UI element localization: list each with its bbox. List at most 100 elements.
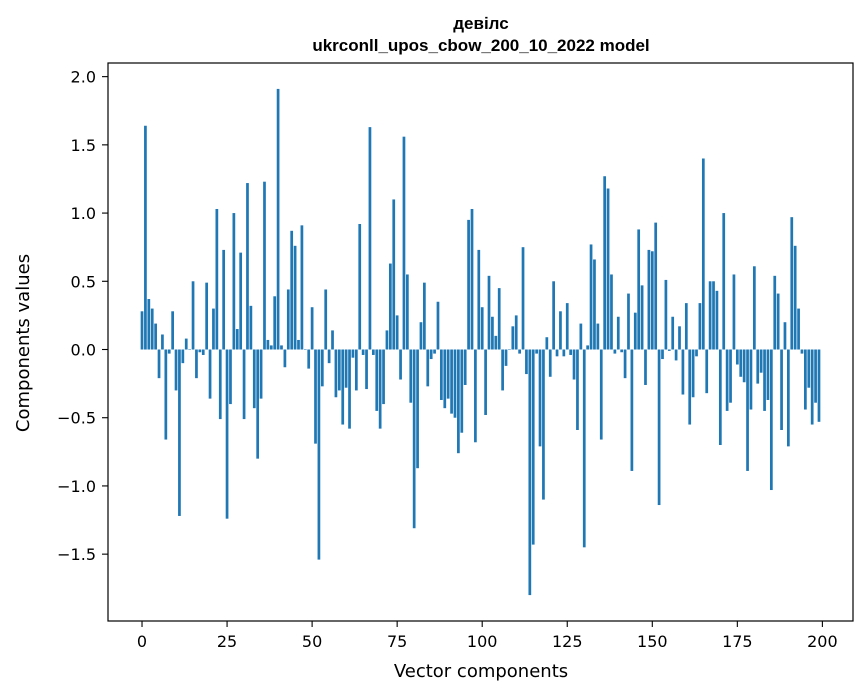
bar	[732, 274, 736, 350]
bar	[368, 127, 372, 350]
bar	[392, 199, 396, 350]
bar	[793, 245, 797, 350]
bar	[596, 323, 600, 350]
x-tick-label: 150	[637, 632, 668, 651]
bar	[140, 311, 144, 350]
bar	[354, 349, 358, 391]
bar	[708, 281, 712, 350]
bar	[215, 208, 219, 350]
bar	[623, 349, 627, 379]
bar	[317, 349, 321, 560]
bar	[780, 349, 783, 430]
bar	[739, 349, 743, 377]
bar	[718, 349, 722, 446]
bar	[222, 249, 226, 350]
bar	[399, 349, 402, 380]
bar	[613, 349, 617, 354]
bar	[654, 222, 658, 350]
bar	[620, 349, 624, 353]
bar	[388, 263, 392, 350]
x-axis: 0 25 50 75 100 125 150 175 200	[137, 621, 838, 651]
y-tick-label: 1.0	[71, 204, 96, 223]
bar	[477, 249, 481, 350]
bar	[283, 349, 287, 368]
bar	[715, 290, 719, 350]
bar	[303, 349, 307, 351]
bar	[769, 349, 773, 491]
bar	[552, 281, 555, 350]
bar	[300, 225, 304, 350]
bar	[773, 275, 777, 350]
bar	[276, 88, 280, 350]
bar	[232, 213, 236, 350]
bar	[470, 208, 474, 350]
bar	[266, 339, 270, 350]
y-tick-label: 1.5	[71, 136, 96, 155]
bar	[603, 176, 607, 350]
bar	[637, 229, 641, 350]
bar	[290, 230, 294, 350]
bar	[756, 349, 760, 384]
bar	[763, 349, 766, 411]
bar	[565, 303, 569, 350]
bar	[698, 303, 702, 350]
bar	[735, 349, 739, 365]
bar	[242, 349, 246, 420]
bar	[576, 349, 579, 430]
bar	[630, 349, 634, 471]
bar	[331, 330, 334, 350]
bar	[406, 274, 409, 350]
bar	[409, 349, 413, 403]
bar	[150, 308, 154, 350]
bar	[157, 349, 161, 379]
bar	[252, 349, 256, 409]
y-tick-label: −0.5	[57, 409, 96, 428]
bar	[463, 349, 467, 385]
bar	[198, 349, 202, 353]
bar	[508, 349, 511, 351]
bar	[419, 322, 423, 350]
bar	[344, 349, 348, 388]
bar	[688, 349, 692, 425]
bar	[416, 349, 419, 469]
bar	[807, 349, 811, 388]
bar	[627, 293, 630, 350]
bar	[657, 349, 661, 506]
bar	[501, 349, 504, 391]
bar	[184, 338, 188, 350]
bar	[382, 349, 385, 405]
bar	[661, 349, 664, 360]
x-tick-label: 200	[807, 632, 838, 651]
bar	[375, 349, 379, 411]
bar	[351, 349, 355, 358]
x-tick-label: 175	[722, 632, 753, 651]
bar	[817, 349, 821, 422]
bar	[174, 349, 178, 391]
bar	[589, 244, 593, 350]
bar-series	[140, 88, 821, 596]
bar	[667, 349, 671, 351]
bar	[164, 349, 168, 440]
bar	[572, 349, 576, 380]
bar	[814, 349, 817, 403]
y-axis-label: Components values	[13, 254, 34, 432]
bar	[504, 349, 508, 366]
bar	[436, 301, 440, 350]
bar	[800, 349, 804, 354]
bar	[555, 349, 559, 357]
x-tick-label: 0	[137, 632, 147, 651]
bar	[154, 323, 157, 350]
bar	[371, 349, 375, 355]
bar	[797, 308, 800, 350]
bar	[327, 349, 331, 364]
bar	[518, 349, 521, 354]
bar	[644, 349, 647, 385]
bar	[423, 282, 426, 350]
chart-subtitle: ukrconll_upos_cbow_200_10_2022 model	[312, 36, 649, 55]
bar	[562, 349, 566, 357]
bar	[426, 349, 430, 387]
bar	[208, 349, 212, 399]
plot-frame	[107, 62, 854, 622]
bar	[722, 213, 726, 350]
